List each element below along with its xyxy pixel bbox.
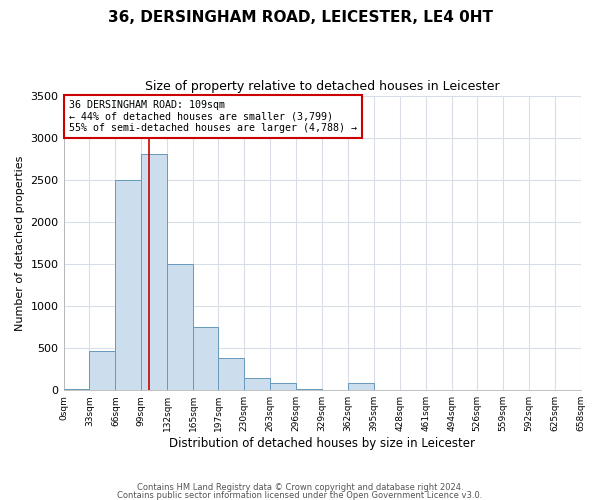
Title: Size of property relative to detached houses in Leicester: Size of property relative to detached ho… (145, 80, 499, 93)
Bar (89, 352, 115, 390)
Text: Contains public sector information licensed under the Open Government Licence v3: Contains public sector information licen… (118, 490, 482, 500)
Bar (218, 358, 244, 390)
Bar (244, 378, 270, 390)
Bar (348, 384, 374, 390)
Bar (296, 388, 322, 390)
X-axis label: Distribution of detached houses by size in Leicester: Distribution of detached houses by size … (169, 437, 475, 450)
Bar (64, 388, 89, 390)
Text: Contains HM Land Registry data © Crown copyright and database right 2024.: Contains HM Land Registry data © Crown c… (137, 484, 463, 492)
Bar (193, 327, 218, 390)
Bar (115, 180, 142, 390)
Bar (270, 384, 296, 390)
Text: 36 DERSINGHAM ROAD: 109sqm
← 44% of detached houses are smaller (3,799)
55% of s: 36 DERSINGHAM ROAD: 109sqm ← 44% of deta… (69, 100, 357, 133)
Bar (167, 264, 193, 390)
Text: 36, DERSINGHAM ROAD, LEICESTER, LE4 0HT: 36, DERSINGHAM ROAD, LEICESTER, LE4 0HT (107, 10, 493, 25)
Bar (142, 154, 167, 390)
Y-axis label: Number of detached properties: Number of detached properties (15, 155, 25, 330)
